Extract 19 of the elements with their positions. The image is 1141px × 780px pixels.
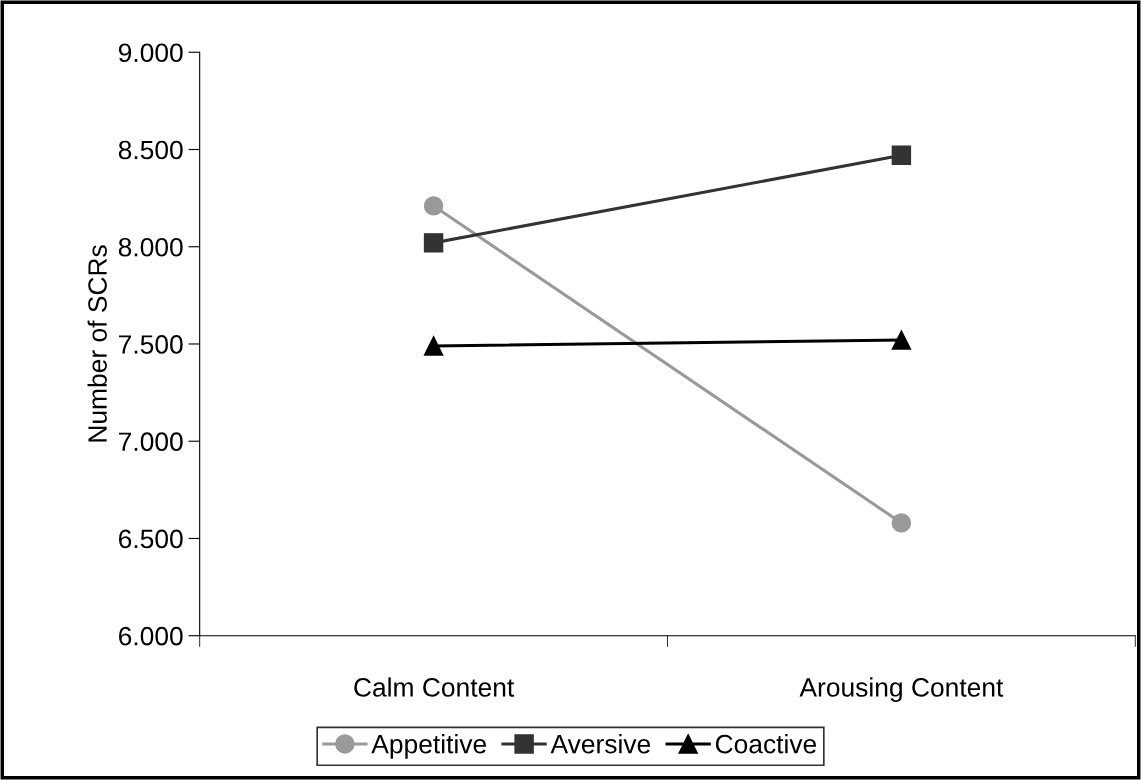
x-tick-label: Calm Content xyxy=(354,677,515,697)
y-tick-label: 6.500 xyxy=(119,529,183,549)
y-tick-label: 9.000 xyxy=(118,43,183,63)
y-tick-label: 7.500 xyxy=(119,335,183,354)
point xyxy=(891,145,912,166)
legend-label: Appetitive xyxy=(371,734,486,759)
point xyxy=(891,330,912,350)
y-tick-label: 8.500 xyxy=(118,140,183,160)
y-axis-title: Number of SCRs xyxy=(87,245,107,442)
legend-label: Coactive xyxy=(715,734,817,754)
point xyxy=(891,513,912,533)
point xyxy=(423,336,444,356)
y-tick-label: 6.000 xyxy=(119,626,183,646)
x-tick-label: Arousing Content xyxy=(799,677,1004,702)
point xyxy=(423,196,444,216)
point xyxy=(423,233,444,253)
y-tick-label: 7.000 xyxy=(119,432,183,452)
y-tick-label: 8.000 xyxy=(118,237,183,257)
legend-label: Aversive xyxy=(550,734,651,754)
